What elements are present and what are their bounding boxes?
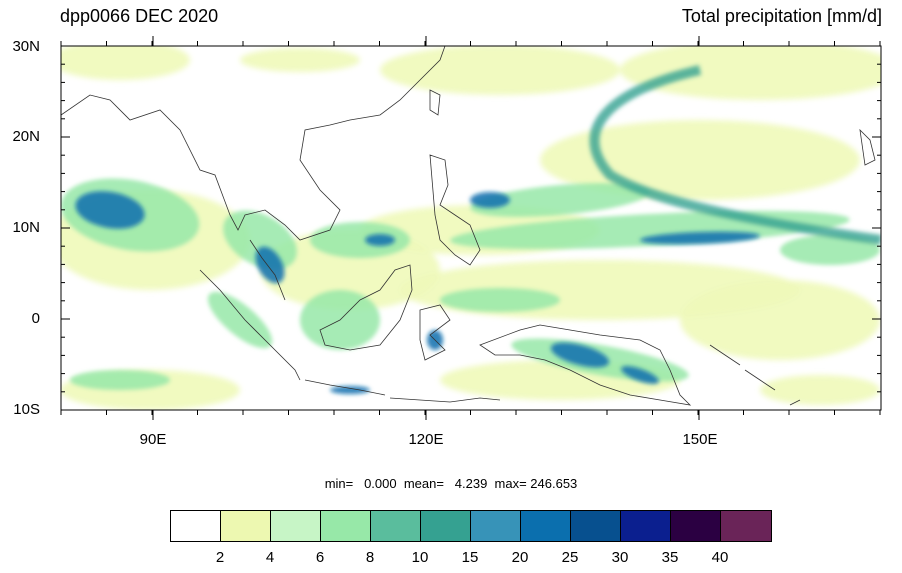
lat-label-10n: 10N xyxy=(12,219,40,236)
colorbar-label: 30 xyxy=(611,549,629,566)
colorbar-swatch xyxy=(271,511,321,541)
colorbar-swatch xyxy=(421,511,471,541)
colorbar-label: 40 xyxy=(711,549,729,566)
lat-label-eq: 0 xyxy=(31,310,40,327)
colorbar-swatch xyxy=(371,511,421,541)
colorbar-swatch xyxy=(221,511,271,541)
precip-field xyxy=(61,46,881,410)
lon-label-90e: 90E xyxy=(139,431,167,448)
colorbar-label: 20 xyxy=(511,549,529,566)
lon-label-150e: 150E xyxy=(682,431,718,448)
colorbar-swatch xyxy=(321,511,371,541)
colorbar-label: 25 xyxy=(561,549,579,566)
plot-title-right: Total precipitation [mm/d] xyxy=(681,6,882,26)
axis-ticks xyxy=(60,36,881,420)
colorbar-swatch xyxy=(521,511,571,541)
colorbar xyxy=(170,510,772,542)
colorbar-label: 6 xyxy=(315,549,325,566)
colorbar-label: 4 xyxy=(265,549,275,566)
colorbar-swatch xyxy=(471,511,521,541)
colorbar-label: 35 xyxy=(661,549,679,566)
colorbar-swatch xyxy=(571,511,621,541)
colorbar-swatch xyxy=(721,511,771,541)
colorbar-label: 2 xyxy=(215,549,225,566)
lat-label-20n: 20N xyxy=(12,128,40,145)
lon-label-120e: 120E xyxy=(408,431,444,448)
lat-label-30n: 30N xyxy=(12,38,40,55)
coastlines xyxy=(61,46,876,406)
lat-label-10s: 10S xyxy=(13,401,40,418)
colorbar-label: 10 xyxy=(411,549,429,566)
stats-line: min= 0.000 mean= 4.239 max= 246.653 xyxy=(324,476,578,491)
colorbar-swatch xyxy=(171,511,221,541)
colorbar-swatch xyxy=(671,511,721,541)
plot-title-left: dpp0066 DEC 2020 xyxy=(60,6,219,26)
colorbar-label: 8 xyxy=(365,549,375,566)
colorbar-label: 15 xyxy=(461,549,479,566)
colorbar-swatch xyxy=(621,511,671,541)
